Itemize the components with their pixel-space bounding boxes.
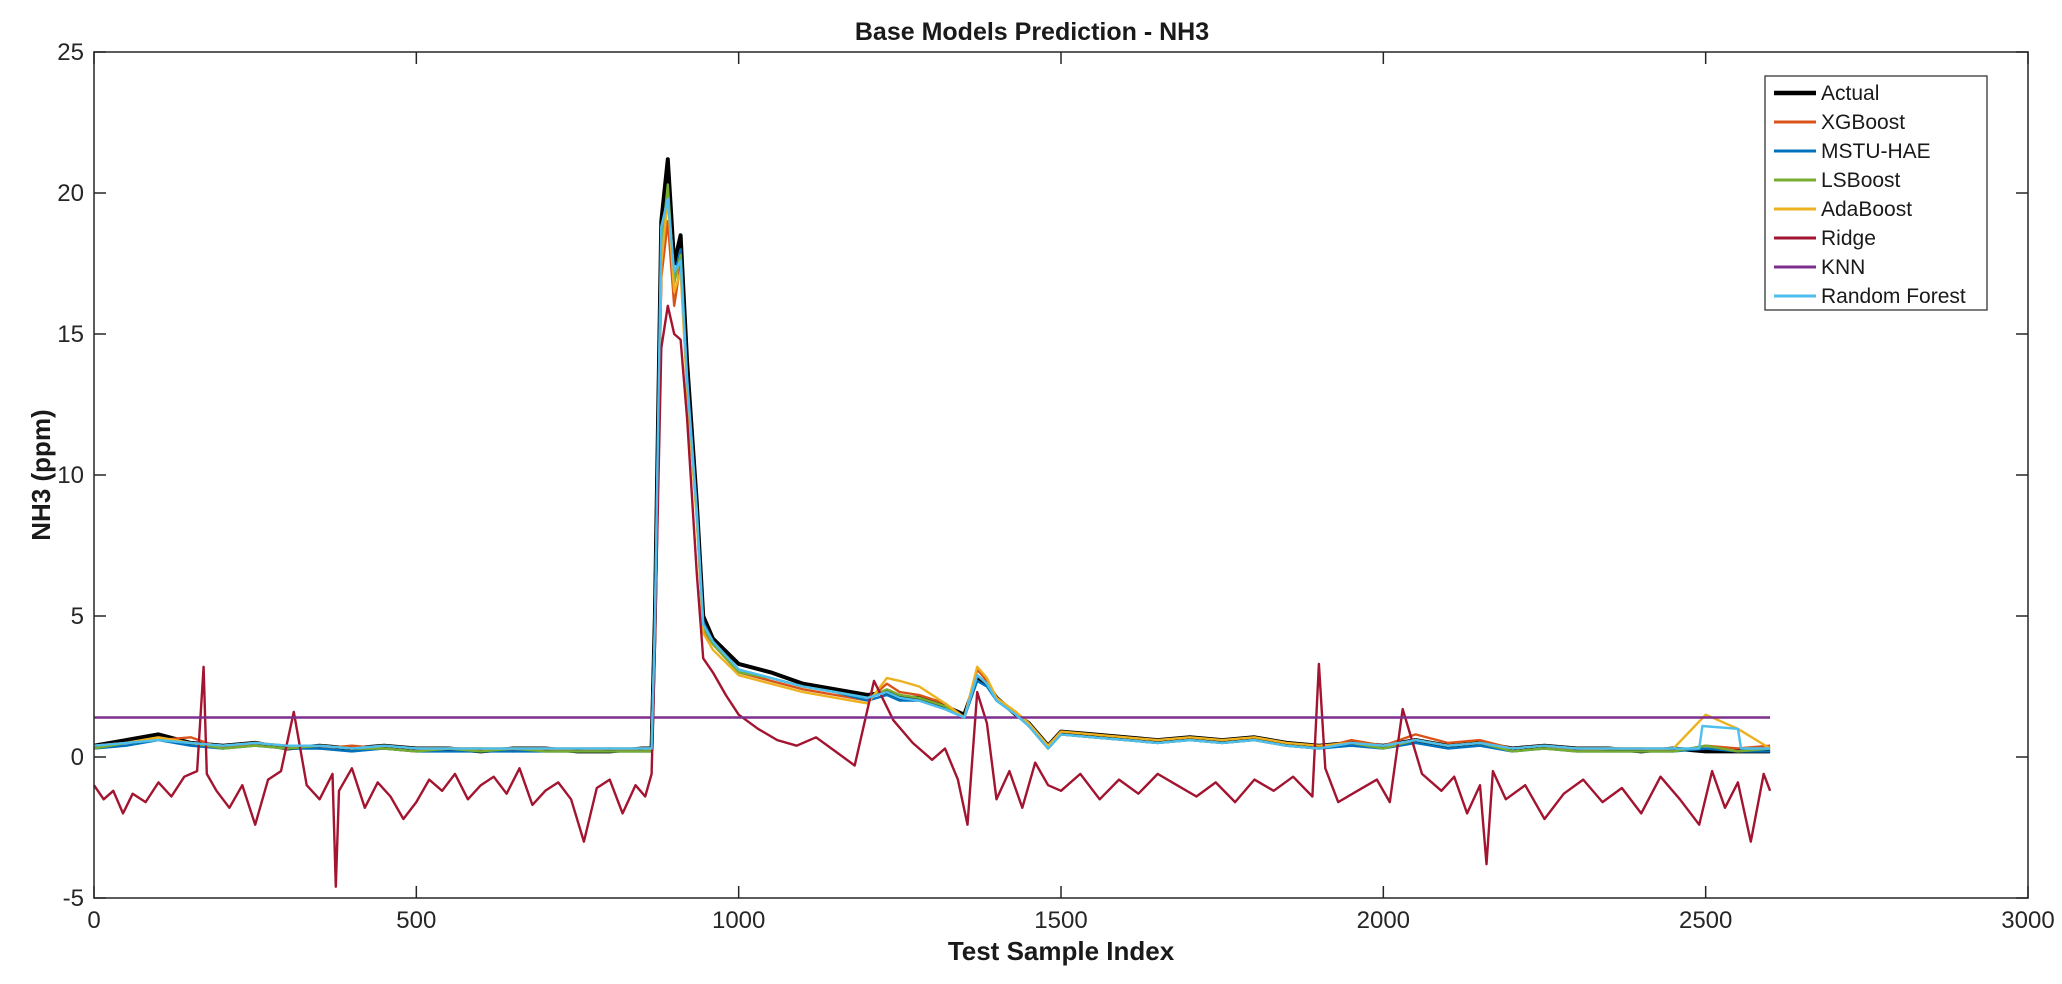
legend-box: [1764, 75, 1988, 311]
x-tick-label: 3000: [2001, 907, 2054, 934]
series-layer: [93, 157, 1772, 888]
y-axis-label: NH3 (ppm): [26, 409, 56, 540]
y-tick-label: 10: [57, 462, 84, 489]
x-tick-label: 500: [396, 907, 436, 934]
legend-label-xgboost: XGBoost: [1821, 111, 1905, 134]
x-tick-label: 0: [87, 907, 100, 934]
legend-label-mstu-hae: MSTU-HAE: [1821, 140, 1931, 163]
series-line-mstu-hae: [93, 191, 1771, 753]
legend-label-random-forest: Random Forest: [1821, 285, 1966, 308]
legend: Actual XGBoost MSTU-HAE LSBoost AdaBoost Ridg…: [1764, 75, 1988, 311]
legend-label-actual: Actual: [1821, 82, 1879, 105]
x-tick-label: 2500: [1679, 907, 1732, 934]
x-tick-label: 1000: [712, 907, 765, 934]
legend-label-adaboost: AdaBoost: [1821, 198, 1912, 221]
y-tick-label: 0: [71, 744, 84, 771]
y-tick-label: 15: [57, 321, 84, 348]
series-line-random-forest: [93, 197, 1771, 750]
x-tick-label: 1500: [1034, 907, 1087, 934]
x-axis-label: Test Sample Index: [948, 936, 1175, 966]
x-tick-label: 2000: [1357, 907, 1410, 934]
legend-label-lsboost: LSBoost: [1821, 169, 1901, 192]
series-line-ridge: [93, 304, 1772, 888]
legend-label-ridge: Ridge: [1821, 227, 1876, 250]
y-tick-label: 5: [71, 603, 84, 630]
y-tick-label: -5: [63, 885, 84, 912]
y-tick-label: 25: [57, 39, 84, 66]
legend-label-knn: KNN: [1821, 256, 1865, 279]
chart-title: Base Models Prediction - NH3: [855, 18, 1209, 46]
y-tick-label: 20: [57, 180, 84, 207]
